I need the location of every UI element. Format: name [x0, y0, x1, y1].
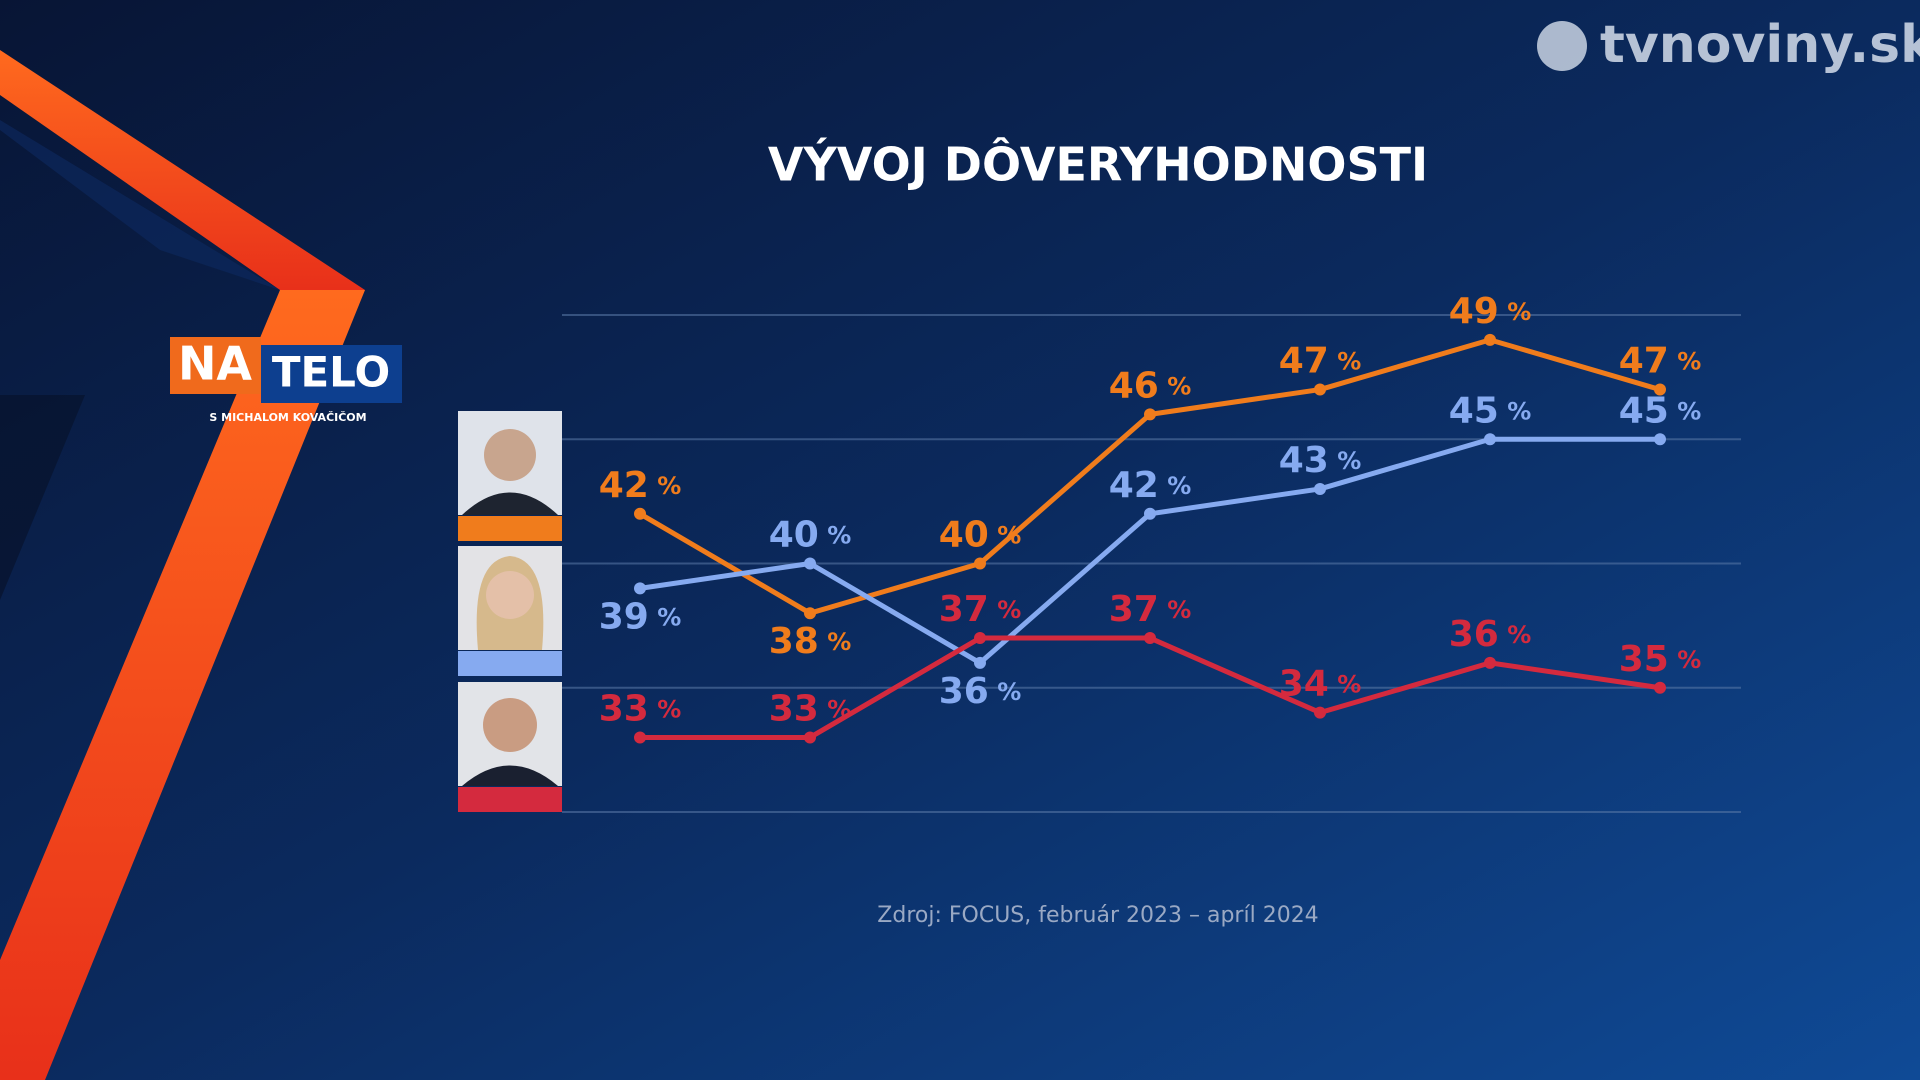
data-label: 40 %	[769, 515, 852, 556]
data-label: 39 %	[599, 596, 682, 637]
data-point	[1654, 681, 1666, 694]
data-point	[1144, 632, 1156, 645]
data-label: 43 %	[1279, 440, 1362, 481]
data-label: 38 %	[769, 621, 852, 662]
data-label: 46 %	[1109, 365, 1192, 406]
data-point	[634, 507, 646, 520]
data-point	[804, 557, 816, 570]
logo-subtitle: S MICHALOM KOVAČIČOM	[209, 411, 366, 424]
decor-stripe	[0, 50, 365, 290]
chart-title: VÝVOJ DÔVERYHODNOSTI	[768, 137, 1428, 192]
series-color-bar	[458, 516, 562, 541]
data-label: 35 %	[1619, 639, 1702, 680]
decor	[0, 395, 85, 600]
data-point	[974, 557, 986, 570]
photo-1	[458, 411, 562, 515]
data-point	[974, 656, 986, 669]
chart-source: Zdroj: FOCUS, február 2023 – apríl 2024	[877, 903, 1318, 928]
data-point	[1484, 433, 1496, 446]
data-label: 34 %	[1279, 664, 1362, 705]
data-label: 37 %	[1109, 589, 1192, 630]
data-label: 47 %	[1279, 341, 1362, 382]
data-point	[1314, 383, 1326, 396]
data-label: 47 %	[1619, 341, 1702, 382]
logo-na: NA	[178, 337, 252, 391]
channel-name: tvnoviny.sk	[1600, 15, 1920, 75]
decor	[0, 120, 280, 290]
data-point	[1314, 706, 1326, 719]
data-point	[1484, 333, 1496, 346]
photo-2	[458, 546, 562, 650]
data-label: 33 %	[769, 688, 852, 729]
data-point	[1144, 408, 1156, 421]
data-point	[1144, 507, 1156, 520]
data-label: 45 %	[1619, 390, 1702, 431]
decor-stripe	[0, 290, 365, 1080]
channel-icon	[1537, 21, 1587, 71]
logo-telo-box	[261, 345, 402, 403]
data-label: 37 %	[939, 589, 1022, 630]
data-label: 33 %	[599, 688, 682, 729]
data-label: 42 %	[599, 465, 682, 506]
data-point	[804, 607, 816, 620]
data-point	[634, 731, 646, 744]
data-label: 36 %	[939, 671, 1022, 712]
data-point	[1654, 383, 1666, 396]
photo-3	[458, 682, 562, 786]
data-point	[804, 731, 816, 744]
data-point	[1654, 433, 1666, 446]
data-point	[634, 582, 646, 595]
data-point	[974, 632, 986, 645]
logo-na-box	[170, 337, 261, 394]
data-label: 45 %	[1449, 390, 1532, 431]
data-label: 49 %	[1449, 291, 1532, 332]
data-point	[1484, 656, 1496, 669]
data-label: 40 %	[939, 515, 1022, 556]
series-color-bar	[458, 787, 562, 812]
data-label: 42 %	[1109, 465, 1192, 506]
series-color-bar	[458, 651, 562, 676]
logo-telo: TELO	[272, 348, 390, 397]
data-point	[1314, 482, 1326, 495]
data-label: 36 %	[1449, 614, 1532, 655]
